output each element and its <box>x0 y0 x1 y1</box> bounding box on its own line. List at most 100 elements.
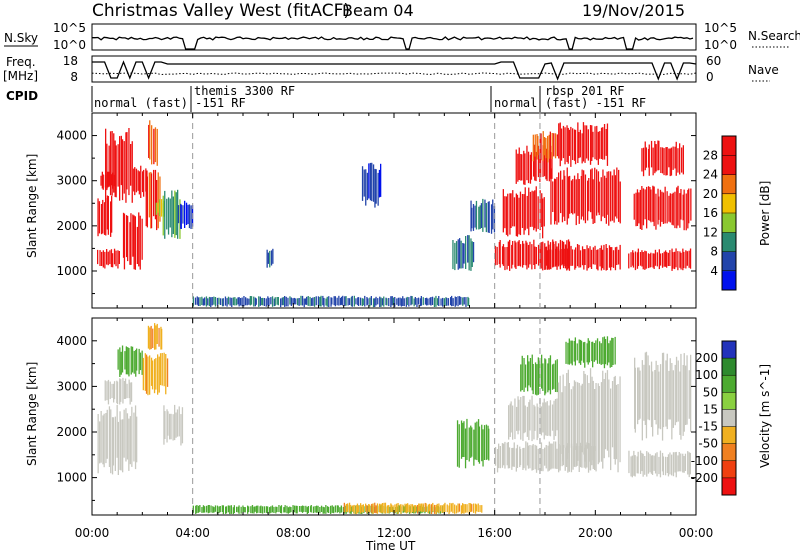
power-cell <box>533 191 535 231</box>
velocity-cell <box>537 357 539 395</box>
power-cell <box>137 170 139 191</box>
velocity-cell <box>684 453 687 471</box>
power-cell <box>592 179 594 224</box>
power-cell <box>350 296 353 307</box>
nsky-label: N.Sky <box>4 31 38 45</box>
velocity-cell <box>653 455 655 471</box>
velocity-cell <box>654 453 657 474</box>
power-colorbar-tick-label: 24 <box>703 168 718 182</box>
power-cell <box>665 147 667 176</box>
power-cell <box>150 172 152 229</box>
power-cell <box>579 250 582 268</box>
power-cell <box>638 192 640 224</box>
velocity-cell <box>390 504 393 512</box>
power-cell <box>523 150 525 185</box>
velocity-cell <box>570 340 572 364</box>
power-cell <box>518 240 520 266</box>
velocity-cell <box>481 505 483 513</box>
velocity-cell <box>468 427 470 462</box>
velocity-cell <box>166 409 168 443</box>
power-cell <box>347 298 349 306</box>
velocity-cell <box>314 506 316 513</box>
velocity-cell <box>236 506 238 513</box>
power-cell <box>552 181 554 212</box>
power-cell <box>658 140 660 171</box>
power-cell <box>328 296 330 307</box>
power-cell <box>683 251 685 269</box>
velocity-cell <box>250 506 252 514</box>
velocity-cell <box>427 504 429 514</box>
velocity-cell <box>642 453 644 477</box>
power-cell <box>237 297 239 305</box>
power-cell <box>111 131 113 196</box>
velocity-cell <box>614 375 616 465</box>
power-cell <box>674 251 676 270</box>
power-cell <box>248 298 250 305</box>
power-cell <box>647 253 650 269</box>
velocity-cell <box>376 503 379 514</box>
power-cell <box>666 191 668 224</box>
velocity-cell <box>358 505 360 513</box>
velocity-cell <box>548 441 550 471</box>
power-cell <box>239 298 242 306</box>
power-cell <box>478 206 480 230</box>
velocity-cell <box>463 504 465 514</box>
velocity-cell <box>639 370 641 419</box>
velocity-cell <box>150 325 152 350</box>
power-cell <box>659 189 662 227</box>
power-cell <box>110 249 113 268</box>
power-cell <box>133 168 135 192</box>
power-cell <box>561 249 563 266</box>
velocity-cell <box>361 505 363 513</box>
power-cell <box>546 148 548 181</box>
power-cell <box>502 189 504 233</box>
velocity-cell <box>278 505 280 513</box>
power-cell <box>511 244 513 269</box>
power-cell <box>344 296 346 307</box>
velocity-cell <box>124 378 127 399</box>
power-cell <box>589 246 591 268</box>
power-cell <box>581 133 583 164</box>
power-cell <box>232 297 235 306</box>
velocity-cell <box>158 327 160 347</box>
power-cell <box>661 147 664 174</box>
power-cell <box>272 248 274 264</box>
velocity-cell <box>631 455 633 478</box>
power-cell <box>556 248 558 267</box>
velocity-colorbar-label: Velocity [m s^-1] <box>758 364 772 468</box>
power-cell <box>654 249 657 266</box>
power-cell <box>519 244 522 267</box>
power-cell <box>564 248 566 266</box>
velocity-cell <box>462 503 464 514</box>
velocity-cell <box>510 401 512 433</box>
velocity-cell <box>337 505 339 513</box>
power-cell <box>169 198 171 228</box>
velocity-cell <box>404 503 406 513</box>
velocity-cell <box>439 505 442 512</box>
velocity-cell <box>534 444 536 470</box>
velocity-cell <box>331 505 333 513</box>
velocity-cell <box>578 339 580 364</box>
velocity-cell <box>617 384 619 473</box>
power-cell <box>554 178 556 225</box>
power-cell <box>156 128 158 166</box>
velocity-cell <box>619 376 621 463</box>
power-colorbar-tick-label: 12 <box>703 225 718 239</box>
velocity-cell <box>584 373 586 462</box>
velocity-cell <box>637 367 639 425</box>
velocity-cell <box>238 505 240 514</box>
velocity-cell <box>167 411 169 436</box>
power-cell <box>547 135 549 163</box>
power-cell <box>120 135 122 186</box>
power-cell <box>460 297 462 305</box>
power-cell <box>220 298 222 305</box>
nave-trace <box>91 72 697 76</box>
velocity-cell <box>536 364 538 396</box>
power-cell <box>645 147 647 168</box>
velocity-cell <box>568 383 570 471</box>
velocity-cell <box>460 505 463 514</box>
velocity-cell <box>672 452 675 477</box>
power-colorbar-swatch <box>722 136 736 156</box>
power-cell <box>397 297 400 307</box>
